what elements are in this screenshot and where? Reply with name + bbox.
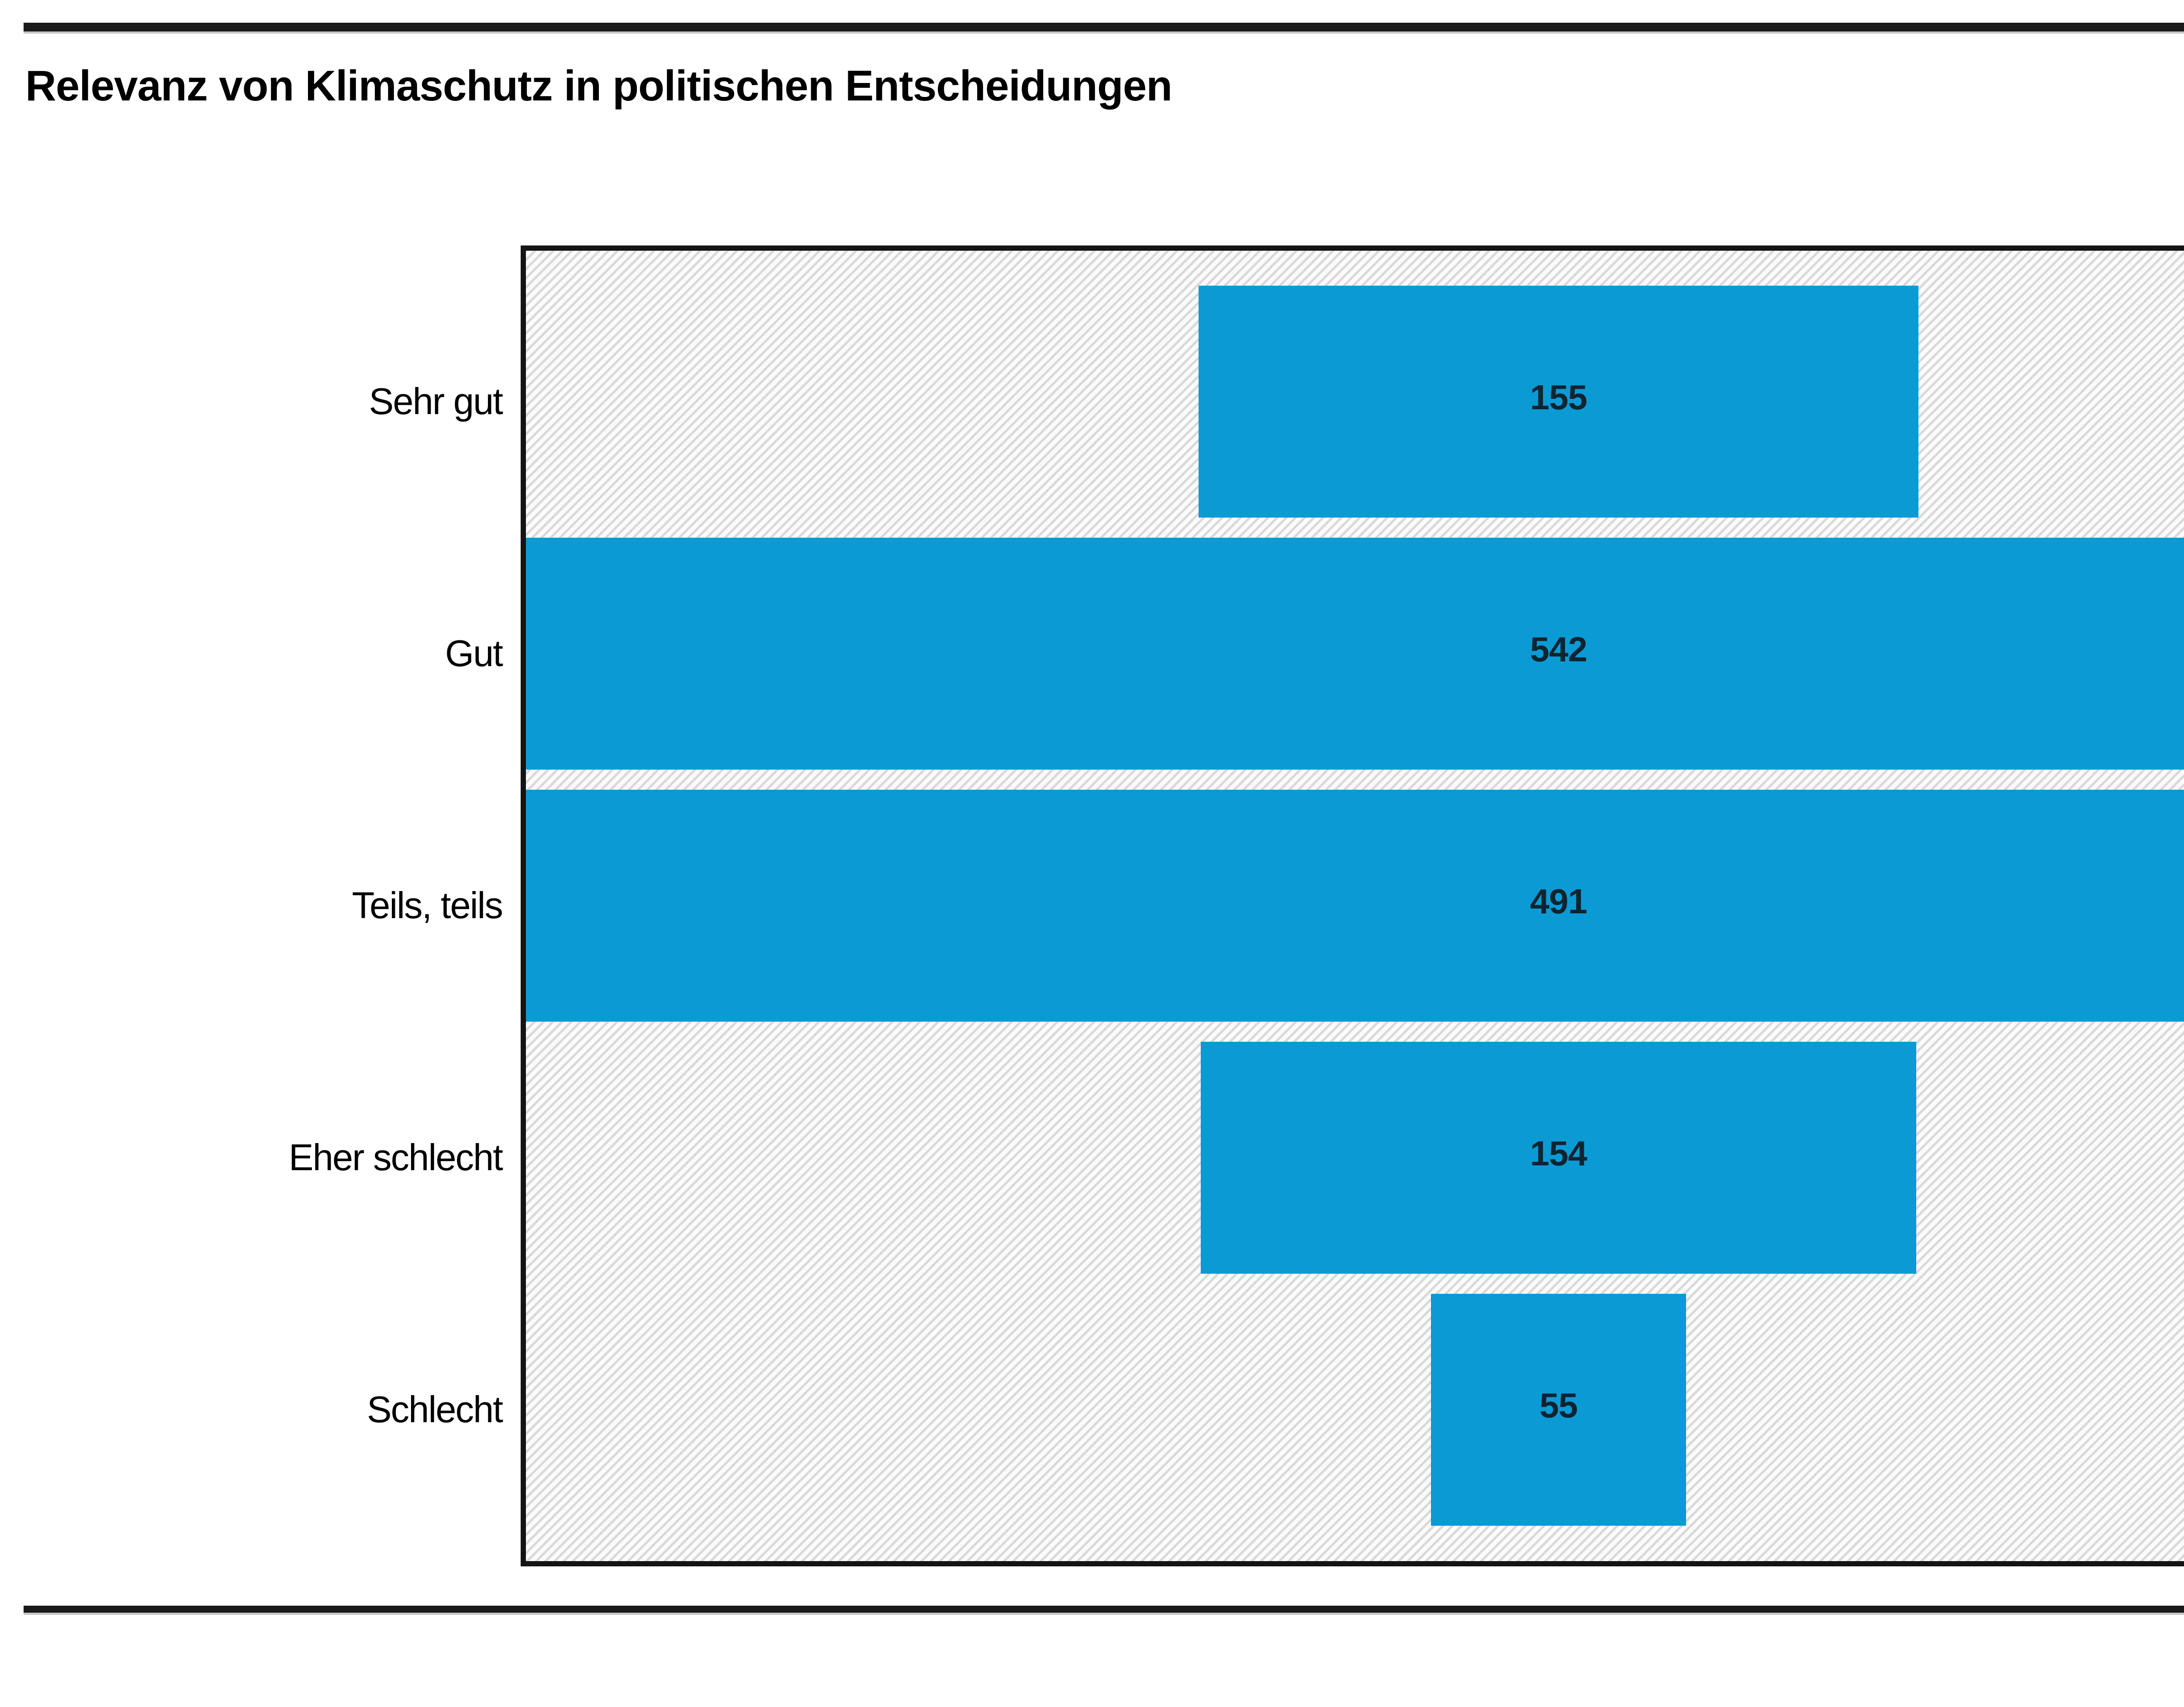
bar-value-label: 154 [1530,1133,1587,1173]
bar-value-label: 155 [1530,377,1587,417]
category-label: Sehr gut [369,380,503,422]
top-rule [24,23,2184,34]
bar [1431,1294,1686,1526]
bar-value-label: 55 [1539,1386,1578,1425]
bar [526,538,2184,770]
category-label: Teils, teils [352,885,503,926]
category-label: Gut [445,632,503,674]
bar-value-label: 542 [1530,629,1587,669]
bar-value-label: 491 [1530,881,1587,921]
bar [1201,1042,1916,1274]
bar [526,790,2184,1022]
category-label: Eher schlecht [289,1137,503,1178]
bar [1199,286,1918,518]
bottom-rule [24,1606,2184,1615]
category-label: Schlecht [366,1389,503,1431]
page-title: Relevanz von Klimaschutz in politischen … [25,62,1172,110]
